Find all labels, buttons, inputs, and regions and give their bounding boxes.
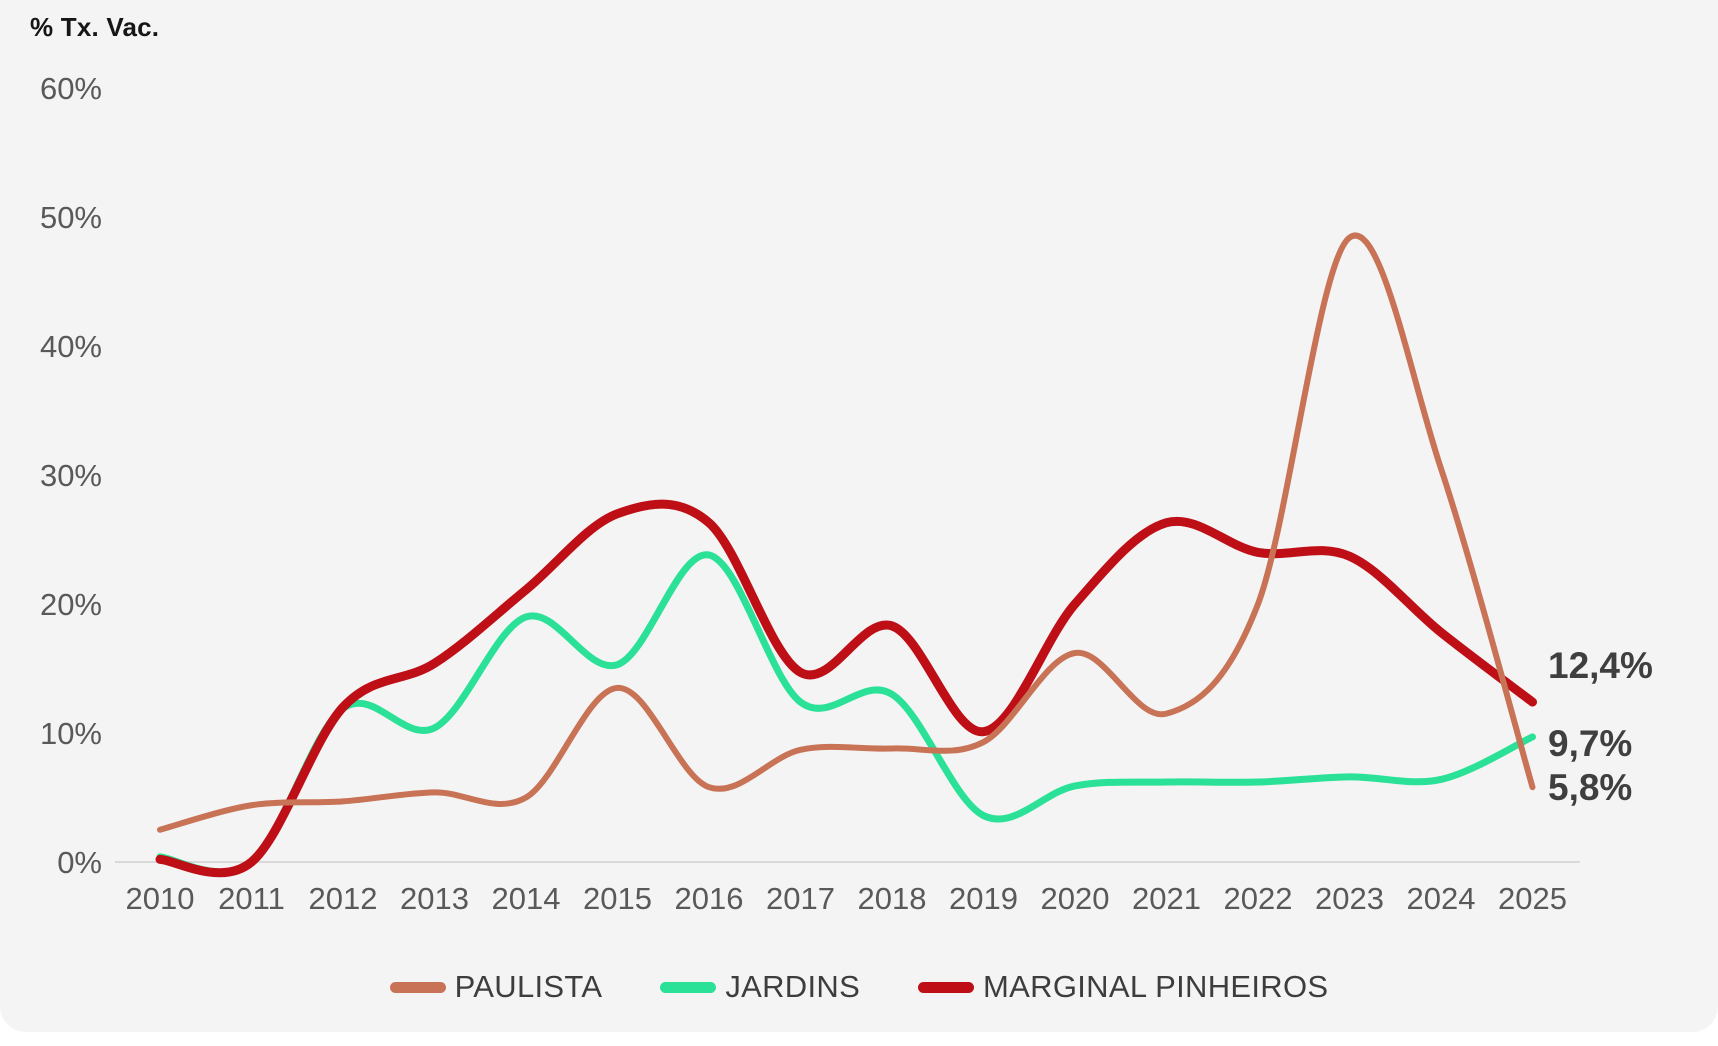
x-tick-label: 2020: [1041, 881, 1110, 916]
x-tick-label: 2017: [766, 881, 835, 916]
x-tick-label: 2016: [675, 881, 744, 916]
x-tick-label: 2010: [126, 881, 195, 916]
x-axis-ticks: 2010 2011 2012 2013 2014 2015 2016 2017 2018 2019…: [126, 881, 1567, 916]
x-tick-label: 2019: [949, 881, 1018, 916]
y-tick-label: 40%: [40, 329, 102, 364]
legend-item-marginal-pinheiros: MARGINAL PINHEIROS: [918, 969, 1328, 1005]
series-end-labels: 5,8%9,7% 12,4%: [1548, 645, 1653, 808]
legend-label: PAULISTA: [454, 969, 603, 1004]
series-line-jardins: [156, 551, 1536, 876]
legend-swatch-icon: [660, 981, 717, 993]
y-tick-label: 20%: [40, 587, 102, 622]
end-label-paulista: 5,8%: [1548, 767, 1632, 808]
x-tick-label: 2015: [583, 881, 652, 916]
x-tick-label: 2024: [1407, 881, 1476, 916]
end-label-jardins: 9,7%: [1548, 723, 1632, 764]
series-lines: [155, 232, 1537, 878]
end-label-marginal-pinheiros: 12,4%: [1548, 645, 1653, 686]
legend-label: JARDINS: [725, 969, 861, 1004]
x-tick-label: 2018: [858, 881, 927, 916]
y-tick-label: 50%: [40, 200, 102, 235]
chart-title: % Tx. Vac.: [30, 12, 160, 42]
legend-swatch-icon: [918, 981, 975, 993]
x-tick-label: 2013: [400, 881, 469, 916]
legend-label: MARGINAL PINHEIROS: [983, 969, 1329, 1004]
y-tick-label: 0%: [57, 845, 102, 880]
series-line-paulista: [157, 232, 1536, 833]
series-line-marginal-pinheiros: [155, 499, 1537, 878]
legend: PAULISTA JARDINS MARGINAL PINHEIROS: [0, 969, 1718, 1005]
y-axis-ticks: 0% 10% 20% 30% 40% 50% 60%: [40, 71, 102, 880]
legend-swatch-icon: [389, 981, 446, 993]
y-tick-label: 10%: [40, 716, 102, 751]
legend-item-paulista: PAULISTA: [389, 969, 603, 1005]
x-tick-label: 2012: [309, 881, 378, 916]
x-tick-label: 2023: [1315, 881, 1384, 916]
x-tick-label: 2014: [492, 881, 561, 916]
x-tick-label: 2011: [218, 881, 285, 916]
y-tick-label: 30%: [40, 458, 102, 493]
x-tick-label: 2021: [1132, 881, 1201, 916]
x-tick-label: 2025: [1498, 881, 1567, 916]
y-tick-label: 60%: [40, 71, 102, 106]
legend-item-jardins: JARDINS: [660, 969, 860, 1005]
x-tick-label: 2022: [1224, 881, 1293, 916]
